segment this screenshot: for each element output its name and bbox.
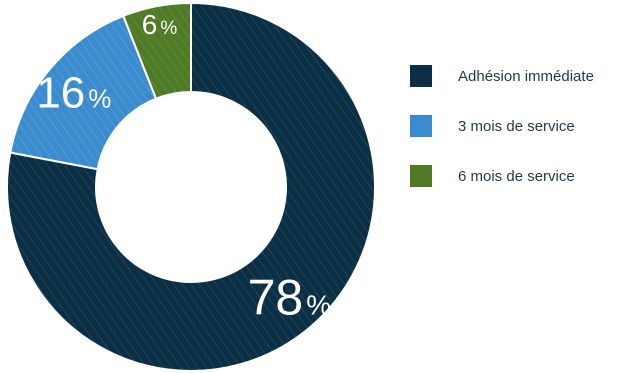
legend-item-adhesion-immediate: Adhésion immédiate xyxy=(410,64,622,88)
slice-3-mois-de-service xyxy=(9,14,158,171)
legend: Adhésion immédiate 3 mois de service 6 m… xyxy=(410,64,622,214)
slice-value-label: 6% xyxy=(142,9,178,40)
legend-swatch-6-mois xyxy=(410,165,432,187)
slice-value-label: 78% xyxy=(248,270,332,326)
legend-swatch-adhesion-immediate xyxy=(410,65,432,87)
legend-label: 6 mois de service xyxy=(458,167,575,185)
donut-slices xyxy=(6,1,376,372)
slice-adhesion-immediate xyxy=(6,1,376,372)
slice-value-label: 16% xyxy=(36,69,111,118)
legend-item-6-mois: 6 mois de service xyxy=(410,164,622,188)
legend-label: Adhésion immédiate xyxy=(458,67,594,85)
slice-labels: 78 % 16 % 6% xyxy=(36,9,331,326)
legend-swatch-3-mois xyxy=(410,115,432,137)
legend-label: 3 mois de service xyxy=(458,117,575,135)
slice-6-mois-de-service xyxy=(121,1,192,100)
legend-item-3-mois: 3 mois de service xyxy=(410,114,622,138)
